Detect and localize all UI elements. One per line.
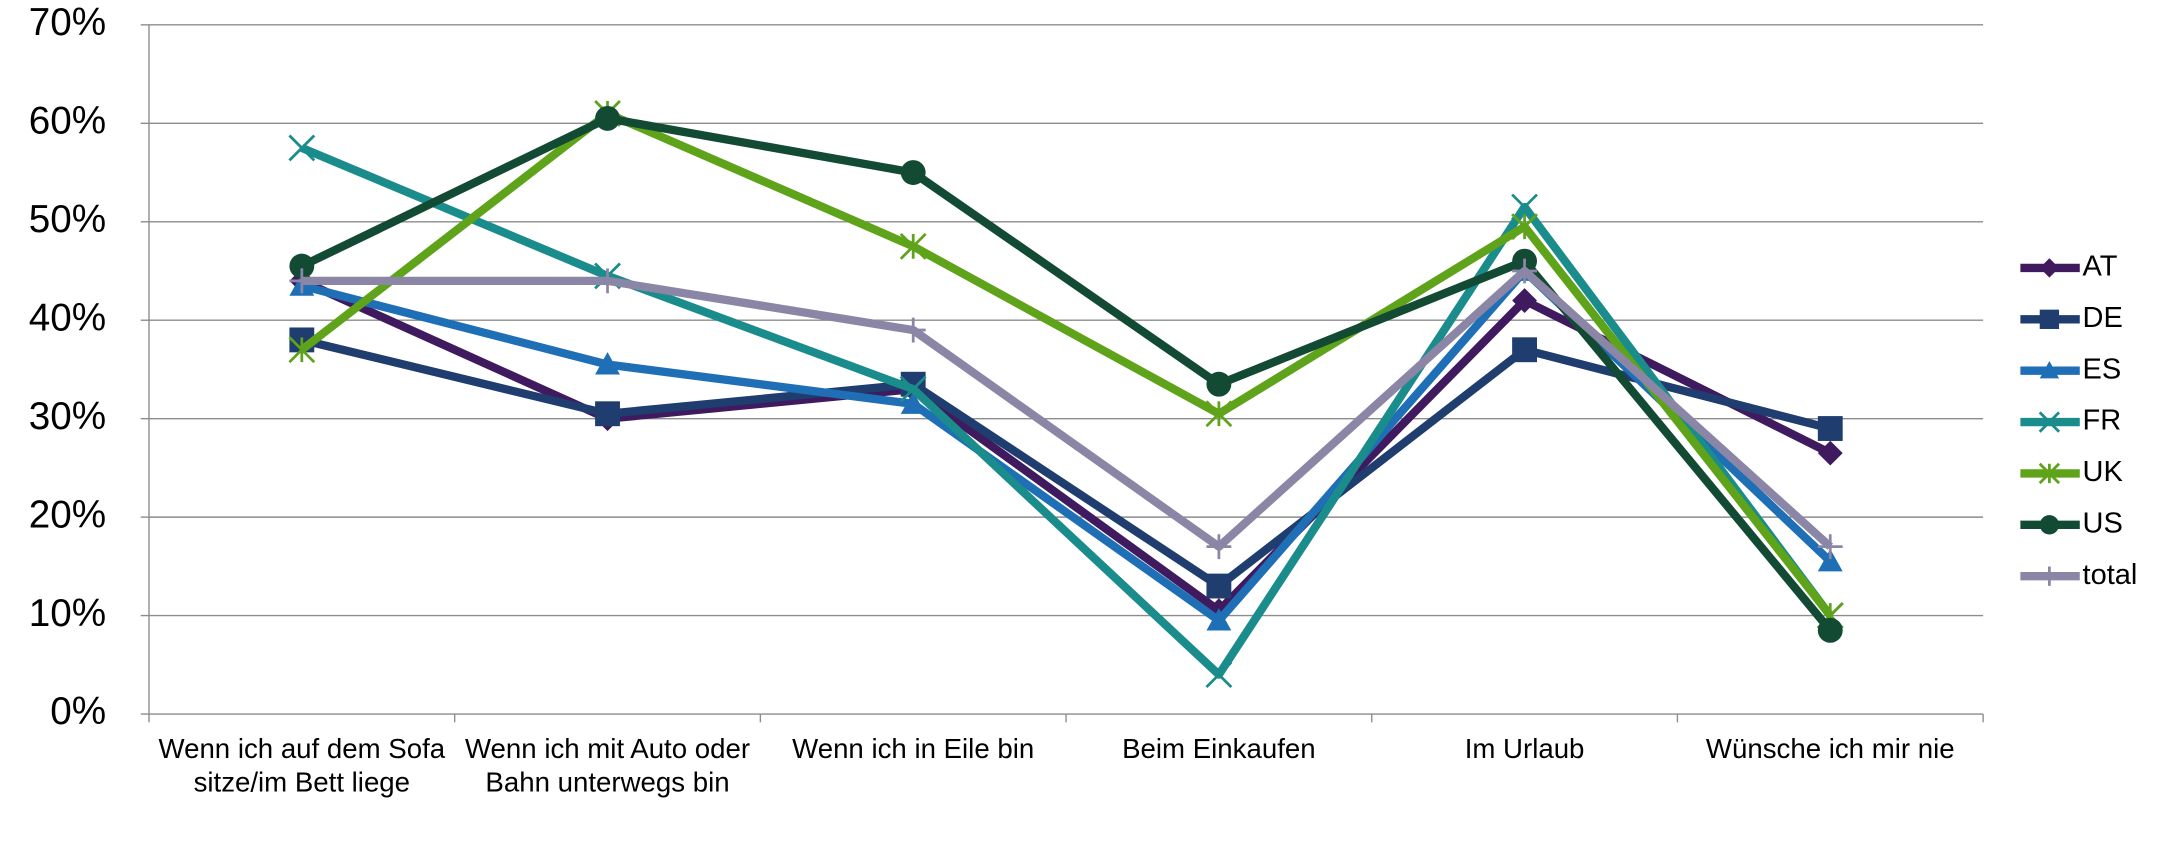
- marker: [2038, 462, 2061, 485]
- marker: [2039, 258, 2060, 278]
- y-tick-label: 10%: [29, 592, 106, 635]
- x-tick-label-box: Wünsche ich mir nie: [1705, 734, 1955, 766]
- x-tick-label-box: Im Urlaub: [1464, 734, 1585, 766]
- x-tick-label: Wünsche ich mir nie: [1705, 734, 1955, 766]
- marker: [1817, 549, 1843, 572]
- y-tick-label: 50%: [29, 198, 106, 241]
- legend-label: DE: [2083, 302, 2123, 334]
- marker: [1817, 617, 1843, 643]
- y-tick-label: 30%: [29, 395, 106, 438]
- marker: [2039, 361, 2060, 379]
- marker: [1817, 416, 1843, 441]
- marker: [1206, 573, 1232, 599]
- y-tick-label: 60%: [29, 100, 106, 143]
- y-tick-label: 0%: [50, 690, 106, 733]
- legend-label: total: [2083, 559, 2138, 591]
- y-tick-label: 70%: [29, 1, 106, 44]
- series-line: [299, 109, 1834, 619]
- y-tick-label: 40%: [29, 296, 106, 339]
- x-tick-label: Im Urlaub: [1464, 734, 1585, 766]
- x-tick-label-box: Wenn ich mit Auto oder Bahn unterwegs bi…: [464, 734, 751, 799]
- y-tick-label: 20%: [29, 493, 106, 536]
- marker: [900, 160, 926, 185]
- marker: [2039, 515, 2060, 535]
- marker: [900, 391, 926, 414]
- marker: [1206, 534, 1232, 560]
- marker: [2039, 309, 2060, 329]
- marker: [288, 134, 316, 162]
- marker: [595, 401, 620, 427]
- legend-label: US: [2083, 507, 2123, 539]
- x-tick-label: Beim Einkaufen: [1122, 734, 1316, 766]
- marker: [595, 352, 620, 375]
- x-tick-label-box: Beim Einkaufen: [1122, 734, 1316, 766]
- legend-label: UK: [2083, 456, 2124, 488]
- marker: [2038, 411, 2061, 433]
- marker: [1512, 337, 1538, 363]
- marker: [1817, 534, 1843, 560]
- x-tick-label: Wenn ich mit Auto oder Bahn unterwegs bi…: [464, 734, 751, 799]
- marker: [1206, 608, 1232, 631]
- series-line: [301, 266, 1834, 551]
- marker: [899, 375, 927, 403]
- series-line: [300, 335, 1832, 591]
- marker: [2039, 566, 2060, 586]
- marker: [1511, 193, 1538, 221]
- x-tick-label-box: Wenn ich auf dem Sofa sitze/im Bett lieg…: [158, 734, 446, 799]
- legend-label: ES: [2083, 353, 2122, 385]
- x-tick-label: Wenn ich in Eile bin: [792, 734, 1035, 766]
- series-line: [300, 144, 1834, 679]
- marker: [1512, 258, 1538, 284]
- marker: [1511, 213, 1538, 241]
- marker: [899, 232, 927, 260]
- x-tick-label-box: Wenn ich in Eile bin: [792, 734, 1035, 766]
- marker: [900, 317, 926, 343]
- x-tick-label: Wenn ich auf dem Sofa sitze/im Bett lieg…: [158, 734, 446, 799]
- marker: [288, 336, 316, 364]
- marker: [289, 253, 315, 279]
- marker: [1206, 371, 1232, 397]
- marker: [595, 105, 620, 131]
- marker: [595, 268, 620, 294]
- marker: [1817, 440, 1843, 466]
- legend-label: AT: [2083, 251, 2118, 283]
- marker: [1205, 661, 1233, 689]
- marker: [1205, 400, 1233, 428]
- legend-label: FR: [2083, 405, 2122, 437]
- marker: [1512, 288, 1538, 313]
- series-line: [300, 114, 1834, 633]
- marker: [289, 268, 315, 294]
